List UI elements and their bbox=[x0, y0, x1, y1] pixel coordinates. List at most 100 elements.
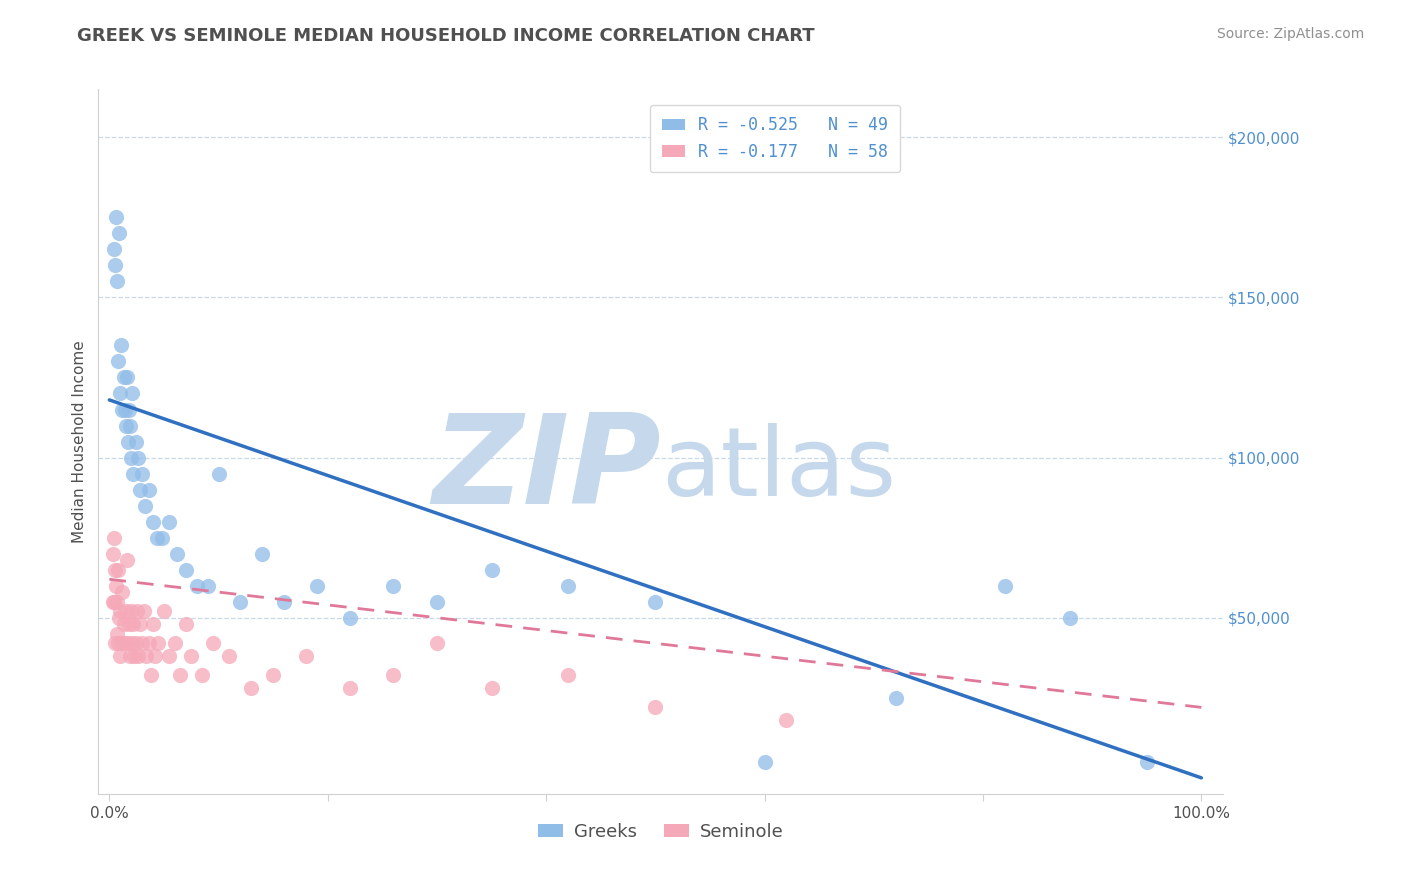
Point bbox=[295, 649, 318, 664]
Point bbox=[104, 259, 127, 273]
Point bbox=[191, 668, 214, 682]
Point bbox=[111, 402, 134, 417]
Point bbox=[110, 604, 132, 618]
Point bbox=[103, 243, 125, 257]
Point bbox=[775, 713, 797, 727]
Point bbox=[134, 604, 156, 618]
Point bbox=[146, 531, 169, 545]
Point bbox=[111, 585, 134, 599]
Point bbox=[120, 649, 142, 664]
Point bbox=[105, 626, 128, 640]
Point bbox=[114, 604, 136, 618]
Point bbox=[114, 418, 136, 433]
Point bbox=[104, 211, 127, 225]
Point bbox=[121, 636, 143, 650]
Point bbox=[115, 553, 138, 567]
Point bbox=[104, 563, 127, 577]
Point bbox=[124, 649, 146, 664]
Point bbox=[122, 617, 145, 632]
Point bbox=[382, 668, 405, 682]
Point bbox=[1136, 755, 1159, 769]
Y-axis label: Median Household Income: Median Household Income bbox=[72, 340, 87, 543]
Point bbox=[262, 668, 284, 682]
Point bbox=[166, 547, 188, 561]
Point bbox=[557, 579, 579, 593]
Point bbox=[186, 579, 208, 593]
Point bbox=[240, 681, 263, 696]
Text: ZIP: ZIP bbox=[432, 409, 661, 530]
Point bbox=[994, 579, 1017, 593]
Point bbox=[114, 636, 136, 650]
Point bbox=[1059, 611, 1081, 625]
Point bbox=[481, 563, 503, 577]
Point bbox=[644, 700, 666, 714]
Point bbox=[174, 563, 197, 577]
Point bbox=[644, 595, 666, 609]
Point bbox=[108, 227, 131, 241]
Point bbox=[103, 531, 125, 545]
Point bbox=[339, 611, 361, 625]
Text: atlas: atlas bbox=[661, 423, 896, 516]
Point bbox=[153, 604, 176, 618]
Point bbox=[110, 649, 132, 664]
Point bbox=[122, 467, 145, 481]
Point bbox=[252, 547, 274, 561]
Point bbox=[382, 579, 405, 593]
Point bbox=[129, 617, 152, 632]
Point bbox=[112, 370, 135, 384]
Point bbox=[104, 636, 127, 650]
Point bbox=[120, 450, 142, 465]
Point bbox=[104, 579, 127, 593]
Point bbox=[218, 649, 240, 664]
Point bbox=[139, 668, 162, 682]
Point bbox=[127, 649, 149, 664]
Point bbox=[157, 649, 180, 664]
Point bbox=[207, 467, 229, 481]
Point bbox=[124, 434, 146, 449]
Point bbox=[174, 617, 197, 632]
Point bbox=[115, 370, 138, 384]
Point bbox=[117, 636, 139, 650]
Point bbox=[305, 579, 328, 593]
Point bbox=[110, 386, 132, 401]
Point bbox=[117, 434, 139, 449]
Point bbox=[107, 636, 129, 650]
Point bbox=[114, 402, 136, 417]
Point bbox=[180, 649, 202, 664]
Point bbox=[129, 483, 152, 497]
Point bbox=[138, 636, 160, 650]
Point bbox=[124, 636, 146, 650]
Text: GREEK VS SEMINOLE MEDIAN HOUSEHOLD INCOME CORRELATION CHART: GREEK VS SEMINOLE MEDIAN HOUSEHOLD INCOM… bbox=[77, 27, 815, 45]
Point bbox=[426, 636, 449, 650]
Point bbox=[103, 595, 125, 609]
Point bbox=[157, 515, 180, 529]
Text: Source: ZipAtlas.com: Source: ZipAtlas.com bbox=[1216, 27, 1364, 41]
Point bbox=[138, 483, 160, 497]
Point bbox=[163, 636, 186, 650]
Point bbox=[197, 579, 219, 593]
Point bbox=[112, 617, 135, 632]
Point bbox=[118, 402, 141, 417]
Point bbox=[273, 595, 295, 609]
Point bbox=[107, 354, 129, 368]
Point bbox=[121, 386, 143, 401]
Point bbox=[142, 515, 165, 529]
Point bbox=[426, 595, 449, 609]
Point bbox=[120, 604, 142, 618]
Point bbox=[143, 649, 166, 664]
Point bbox=[142, 617, 165, 632]
Point bbox=[169, 668, 191, 682]
Point bbox=[148, 636, 170, 650]
Point bbox=[120, 418, 142, 433]
Point bbox=[105, 595, 128, 609]
Point bbox=[135, 649, 157, 664]
Point bbox=[131, 636, 153, 650]
Point bbox=[202, 636, 225, 650]
Point bbox=[884, 690, 907, 705]
Legend: Greeks, Seminole: Greeks, Seminole bbox=[530, 816, 792, 848]
Point bbox=[557, 668, 579, 682]
Point bbox=[127, 450, 149, 465]
Point bbox=[101, 595, 124, 609]
Point bbox=[150, 531, 173, 545]
Point bbox=[754, 755, 776, 769]
